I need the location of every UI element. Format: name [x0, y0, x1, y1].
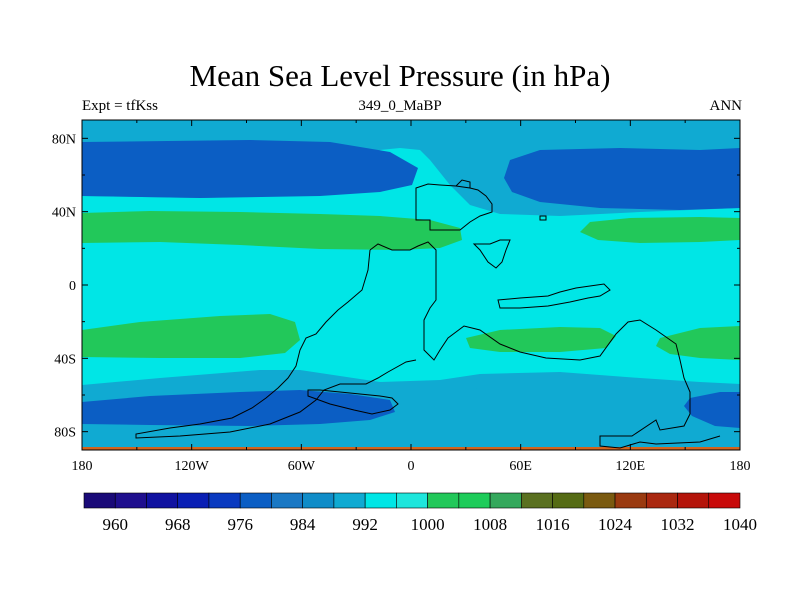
south-low-pressure-center: [420, 388, 570, 414]
coastline-western-continent: [135, 249, 417, 439]
chart-title: Mean Sea Level Pressure (in hPa): [189, 58, 611, 93]
coastline-north-east-inlet: [472, 239, 511, 269]
colorbar-label: 1040: [723, 515, 757, 534]
colorbar-label: 960: [102, 515, 128, 534]
colorbar-swatch: [645, 492, 678, 509]
y-tick-label: 0: [69, 279, 76, 294]
south-band-region: [82, 370, 740, 450]
y-tick-label: 40N: [52, 206, 76, 221]
north-low-pressure-west: [82, 140, 418, 198]
colorbar-swatch: [208, 492, 241, 509]
colorbar-swatch: [146, 492, 179, 509]
colorbar-swatch: [302, 492, 335, 509]
high-pressure-south-pacific-east: [656, 326, 740, 360]
high-pressure-north-pacific: [580, 217, 740, 243]
y-tick-label: 80S: [54, 426, 76, 441]
period-label: 349_0_MaBP: [358, 98, 442, 114]
colorbar-swatch: [114, 492, 147, 509]
high-pressure-south-pacific-west: [82, 314, 300, 358]
x-tick-label: 0: [408, 459, 415, 474]
coastline-central-continent: [369, 241, 721, 449]
colorbar-swatch: [396, 492, 428, 509]
y-tick-label: 40S: [54, 352, 76, 367]
south-low-pressure-east: [684, 392, 740, 428]
x-tick-label: 120W: [175, 459, 210, 474]
x-tick-label: 180: [72, 459, 93, 474]
season-label: ANN: [709, 98, 743, 114]
colorbar-swatch: [614, 492, 647, 509]
colorbar-swatch: [552, 492, 585, 509]
y-tick-label: 80N: [52, 132, 76, 147]
colorbar-label: 992: [352, 515, 378, 534]
x-tick-label: 60W: [288, 459, 316, 474]
colorbar-swatch: [521, 492, 553, 509]
coastline-small-island: [539, 215, 547, 221]
colorbar-label: 1008: [473, 515, 507, 534]
colorbar-swatch: [677, 492, 710, 509]
colorbar-swatch: [271, 492, 303, 509]
colorbar-swatch: [583, 492, 616, 509]
colorbar-swatch: [177, 492, 210, 509]
colorbar: 960 968 976 984 992 1000 1008 1016 1024 1032 1040: [83, 492, 757, 534]
colorbar-swatch: [83, 492, 116, 509]
colorbar-swatch: [458, 492, 491, 509]
colorbar-label: 1000: [411, 515, 445, 534]
x-tick-label: 180: [730, 459, 751, 474]
colorbar-label: 1024: [598, 515, 633, 534]
north-low-pressure-east: [504, 148, 740, 210]
colorbar-swatch: [364, 492, 397, 509]
colorbar-label: 976: [227, 515, 253, 534]
coastline-north-bump: [455, 179, 471, 188]
colorbar-swatch: [239, 492, 272, 509]
colorbar-label: 984: [290, 515, 316, 534]
coastline-equatorial-island: [497, 283, 611, 309]
coastlines: [135, 179, 721, 449]
high-pressure-north-atlantic: [82, 211, 462, 250]
x-axis: 180 120W 60W 0 60E 120E 180: [72, 120, 751, 474]
y-axis: 80N 40N 0 40S 80S: [52, 132, 740, 441]
colorbar-swatch: [333, 492, 366, 509]
colorbar-label: 1032: [661, 515, 695, 534]
colorbar-swatch: [489, 492, 522, 509]
colorbar-label: 1016: [536, 515, 570, 534]
coastline-southern-strip: [307, 389, 399, 415]
colorbar-label: 968: [165, 515, 191, 534]
pressure-field: [82, 120, 740, 450]
experiment-label: Expt = tfKss: [82, 98, 158, 114]
coastline-north-continent: [415, 183, 493, 231]
x-tick-label: 60E: [509, 459, 532, 474]
colorbar-swatch: [708, 492, 741, 509]
colorbar-swatch: [427, 492, 460, 509]
x-tick-label: 120E: [616, 459, 646, 474]
